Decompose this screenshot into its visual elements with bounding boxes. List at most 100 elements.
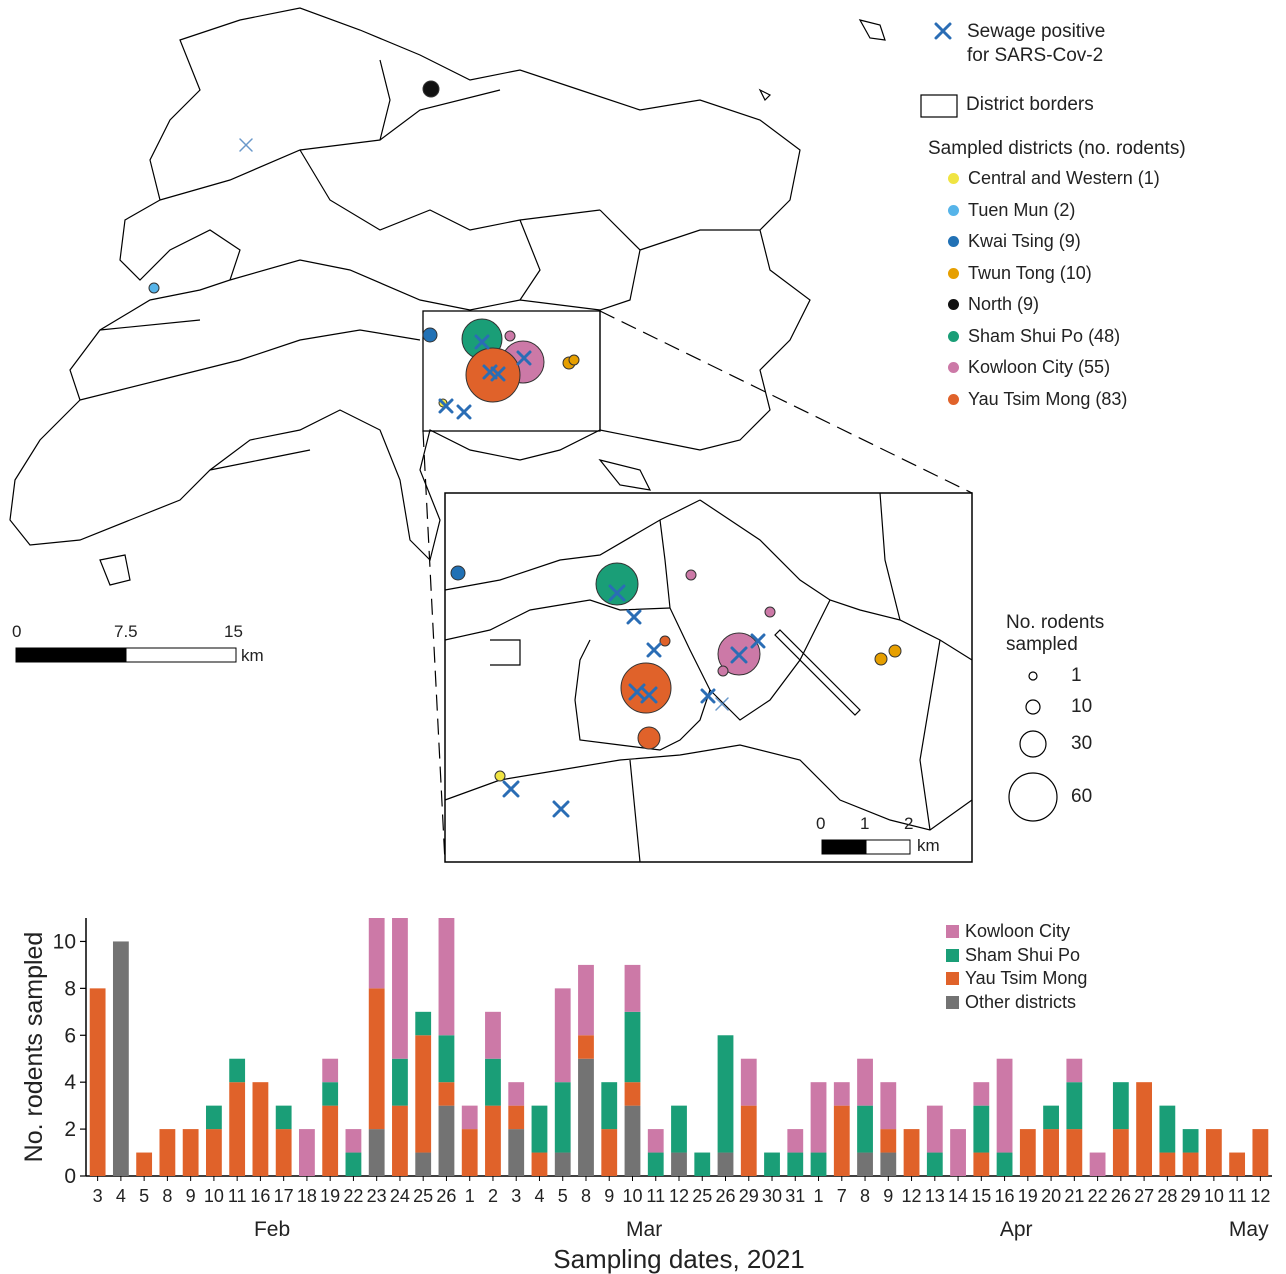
size-legend-circle-10 <box>1025 699 1041 715</box>
chart-legend: Kowloon City Sham Shui Po Yau Tsim Mong Oth… <box>946 920 1087 1014</box>
bar-segment <box>485 1011 501 1059</box>
north-marker <box>422 80 440 98</box>
x-tick-label: 31 <box>785 1186 805 1206</box>
sampled-districts-title: Sampled districts (no. rodents) <box>928 138 1186 159</box>
bar-segment <box>299 1129 315 1176</box>
bar-segment <box>787 1129 804 1153</box>
tuen-mun-marker <box>148 282 160 294</box>
sewage-cross <box>456 404 472 420</box>
bar-segment <box>438 1082 455 1106</box>
x-tick-label: 11 <box>1228 1186 1247 1206</box>
bar-segment <box>764 1152 780 1176</box>
size-legend-title-line1: No. rodents <box>1006 612 1105 633</box>
inset-kwai-tsing-marker <box>450 565 466 581</box>
inset-twun-tong-marker <box>874 652 888 666</box>
sampled-districts-legend: Central and Western (1) Tuen Mun (2) Kwai … <box>948 163 1160 415</box>
x-tick-label: 3 <box>511 1186 521 1206</box>
size-legend-circle-30 <box>1019 730 1047 758</box>
bar-segment <box>926 1152 943 1176</box>
bar-segment <box>508 1105 525 1130</box>
bar-segment <box>322 1082 339 1106</box>
bar-segment <box>392 918 408 1059</box>
sewage-cross <box>502 780 520 798</box>
bar-segment <box>996 1152 1013 1176</box>
x-tick-label: 27 <box>1134 1186 1154 1206</box>
x-tick-label: 29 <box>1181 1186 1201 1206</box>
x-tick-label: 22 <box>343 1186 363 1206</box>
bar-segment <box>601 1082 618 1130</box>
x-tick-label: 11 <box>646 1186 665 1206</box>
district-legend-label: Twun Tong (10) <box>968 262 1092 283</box>
district-border <box>639 229 760 251</box>
bar-segment <box>671 1152 687 1176</box>
bar-segment <box>415 1152 432 1176</box>
sewage-cross <box>490 366 506 382</box>
kowloon-city-marker-small <box>504 330 516 342</box>
main-scale-tick-2: 15 <box>224 622 243 641</box>
size-legend-label-60: 60 <box>1071 786 1093 807</box>
x-tick-label: 8 <box>860 1186 870 1206</box>
inset-map <box>444 492 973 863</box>
bar-segment <box>578 964 594 1036</box>
y-tick-label: 2 <box>64 1118 76 1141</box>
bar-segment <box>624 964 641 1012</box>
inset-border <box>444 744 973 831</box>
district-legend-item: Sham Shui Po (48) <box>948 321 1160 353</box>
x-tick-label: 10 <box>204 1186 224 1206</box>
sewage-cross <box>626 609 642 625</box>
district-legend-item: Twun Tong (10) <box>948 258 1160 290</box>
x-tick-label: 19 <box>320 1186 340 1206</box>
bar-segment <box>229 1058 246 1083</box>
district-color-swatch <box>948 204 959 216</box>
bar-segment <box>857 1152 873 1176</box>
bar-segment <box>926 1105 943 1153</box>
x-tick-label: 9 <box>883 1186 893 1206</box>
zoom-line <box>599 310 973 494</box>
x-tick-label: 5 <box>139 1186 149 1206</box>
island-outline <box>99 554 131 586</box>
bar-segment <box>182 1129 199 1176</box>
island-outline <box>598 458 652 491</box>
inset-scale-black <box>821 839 867 855</box>
island-outline <box>858 19 886 41</box>
bar-segment <box>275 1105 292 1130</box>
district-border <box>379 59 391 141</box>
chart-legend-item: Other districts <box>946 991 1087 1015</box>
bar-segment <box>461 1129 478 1176</box>
y-tick-label: 8 <box>64 977 76 1000</box>
bar-segment <box>1182 1152 1199 1176</box>
sewage-cross <box>516 350 532 366</box>
x-tick-label: 17 <box>274 1186 294 1206</box>
sewage-cross <box>438 398 454 414</box>
x-tick-label: 3 <box>93 1186 103 1206</box>
month-label: Apr <box>1000 1218 1033 1241</box>
bar-segment <box>1159 1105 1176 1153</box>
x-tick-label: 5 <box>558 1186 568 1206</box>
x-tick-label: 16 <box>250 1186 270 1206</box>
inset-scale-unit: km <box>917 836 940 855</box>
district-color-swatch <box>948 393 959 405</box>
bar-segment <box>89 988 106 1176</box>
twun-tong-marker <box>568 354 580 366</box>
kwai-tsing-marker <box>422 327 438 343</box>
sewage-cross <box>640 686 658 704</box>
chart-legend-label: Kowloon City <box>965 921 1071 942</box>
district-legend-item: Tuen Mun (2) <box>948 195 1160 227</box>
bar-segment <box>624 1105 641 1176</box>
district-border <box>299 149 601 231</box>
inset-sham-shui-po-marker <box>595 562 639 606</box>
inset-scale-tick-0: 0 <box>816 814 826 833</box>
size-legend-label-1: 1 <box>1071 665 1082 686</box>
main-scale-unit: km <box>241 646 264 665</box>
bar-segment <box>973 1105 990 1153</box>
x-axis-title: Sampling dates, 2021 <box>553 1244 805 1274</box>
sewage-cross <box>646 642 662 658</box>
bar-segment <box>1205 1129 1222 1176</box>
inset-yau-tsim-mong-marker <box>637 726 661 750</box>
bar-segment <box>392 1058 408 1106</box>
x-tick-label: 13 <box>925 1186 945 1206</box>
bar-segment <box>252 1082 269 1176</box>
chart-legend-item: Yau Tsim Mong <box>946 967 1087 991</box>
bar-segment <box>950 1129 966 1176</box>
zoom-line <box>422 430 446 863</box>
